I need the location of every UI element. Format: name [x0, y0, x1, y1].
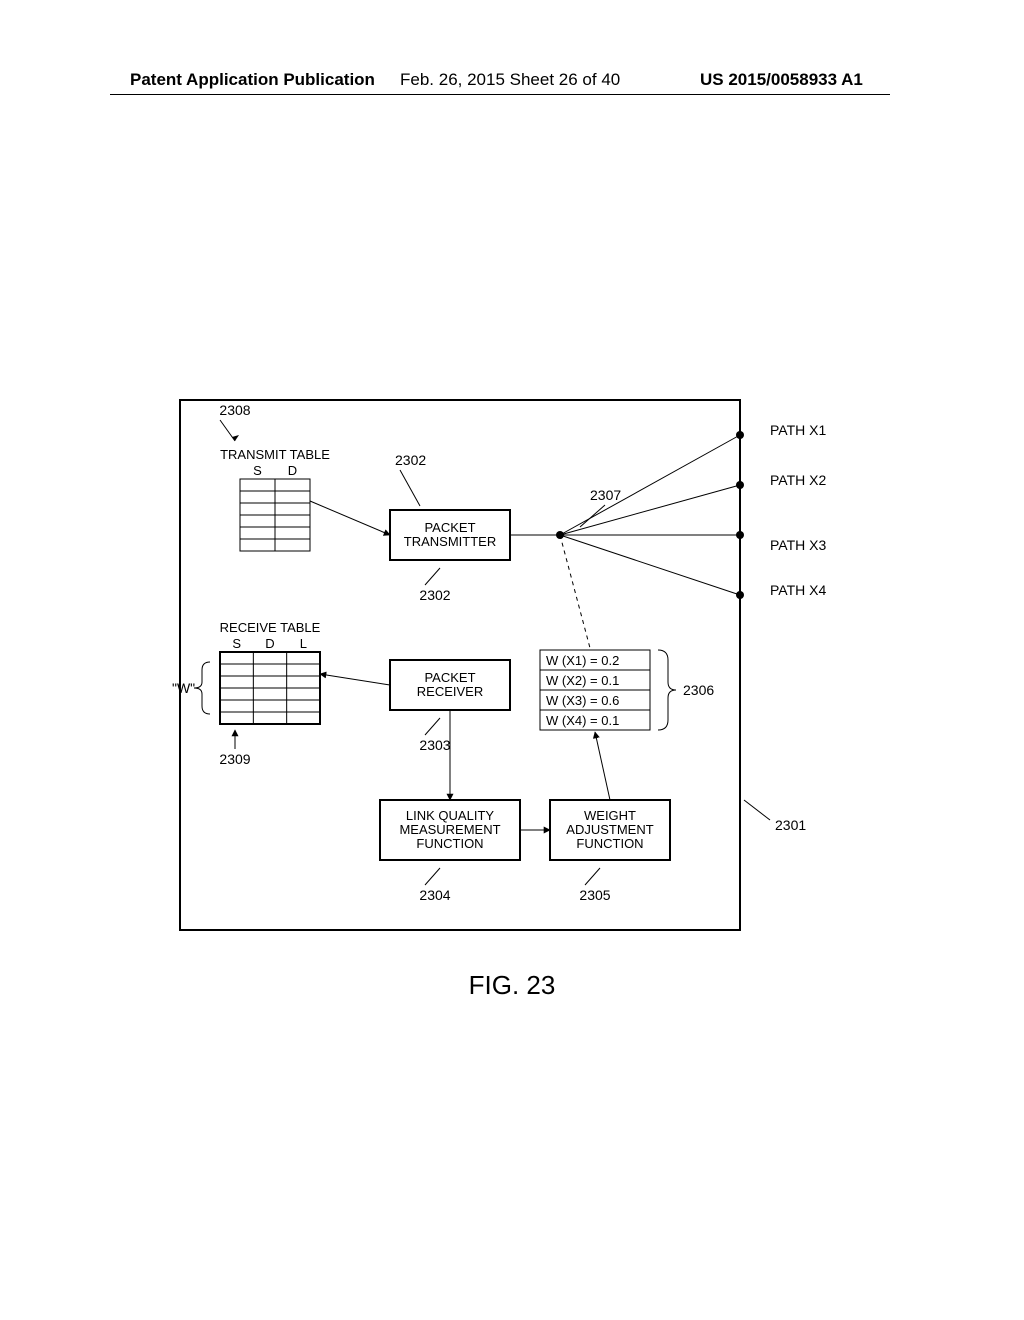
transmit-col: D — [288, 463, 297, 478]
link_quality-label: MEASUREMENT — [399, 822, 500, 837]
figure-caption: FIG. 23 — [0, 970, 1024, 1001]
packet_transmitter-label: PACKET — [424, 520, 475, 535]
paths-ref: 2307 — [590, 487, 621, 503]
link_quality-ref-leader — [425, 868, 440, 885]
arrow-rx-to-rtable — [320, 674, 390, 685]
packet_receiver-ref-leader — [425, 718, 440, 735]
weight_adjust-label: FUNCTION — [576, 836, 643, 851]
path-line — [560, 535, 740, 595]
packet_receiver-label: RECEIVER — [417, 684, 483, 699]
packet_transmitter-ref-leader — [425, 568, 440, 585]
link_quality-label: FUNCTION — [416, 836, 483, 851]
w-brace — [194, 662, 210, 714]
outer-ref-leader — [744, 800, 770, 820]
weight-value: W (X1) = 0.2 — [546, 653, 619, 668]
path-endpoint — [736, 431, 744, 439]
link_quality-label: LINK QUALITY — [406, 808, 494, 823]
weight_adjust-ref: 2305 — [579, 887, 610, 903]
link_quality-ref: 2304 — [419, 887, 450, 903]
packet_receiver-label: PACKET — [424, 670, 475, 685]
weights-brace — [658, 650, 676, 730]
tx-ref: 2302 — [395, 452, 426, 468]
path-line — [560, 435, 740, 535]
transmit-ref-arrowhead — [232, 435, 239, 441]
transmit-table-title: TRANSMIT TABLE — [220, 447, 330, 462]
receive-col: L — [300, 636, 307, 651]
arrow-ttable-to-tx — [310, 501, 390, 535]
receive-ref: 2309 — [219, 751, 250, 767]
packet_transmitter-ref: 2302 — [419, 587, 450, 603]
outer-ref: 2301 — [775, 817, 806, 833]
packet_receiver-ref: 2303 — [419, 737, 450, 753]
path-endpoint — [736, 591, 744, 599]
path-label: PATH X2 — [770, 472, 826, 488]
weight_adjust-label: ADJUSTMENT — [566, 822, 653, 837]
path-label: PATH X1 — [770, 422, 826, 438]
receive-table-title: RECEIVE TABLE — [220, 620, 321, 635]
transmit-ref: 2308 — [219, 402, 250, 418]
w-label: "W" — [172, 680, 195, 696]
header-mid: Feb. 26, 2015 Sheet 26 of 40 — [400, 70, 620, 90]
path-label: PATH X4 — [770, 582, 826, 598]
header-rule — [110, 94, 890, 95]
path-endpoint — [736, 531, 744, 539]
path-label: PATH X3 — [770, 537, 826, 553]
path-endpoint — [736, 481, 744, 489]
dash-paths-to-weights — [560, 535, 590, 648]
weights-ref: 2306 — [683, 682, 714, 698]
tx-ref-leader — [400, 470, 420, 506]
weight_adjust-label: WEIGHT — [584, 808, 636, 823]
header-left: Patent Application Publication — [130, 70, 375, 90]
receive-col: S — [232, 636, 241, 651]
packet_transmitter-label: TRANSMITTER — [404, 534, 496, 549]
arrow-weight-to-list — [595, 732, 610, 800]
weight-value: W (X2) = 0.1 — [546, 673, 619, 688]
header-right: US 2015/0058933 A1 — [700, 70, 863, 90]
weight-value: W (X4) = 0.1 — [546, 713, 619, 728]
transmit-col: S — [253, 463, 262, 478]
weight-value: W (X3) = 0.6 — [546, 693, 619, 708]
figure-diagram: PACKETTRANSMITTER2302PACKETRECEIVER2303L… — [130, 390, 900, 950]
weight_adjust-ref-leader — [585, 868, 600, 885]
receive-col: D — [265, 636, 274, 651]
path-line — [560, 485, 740, 535]
